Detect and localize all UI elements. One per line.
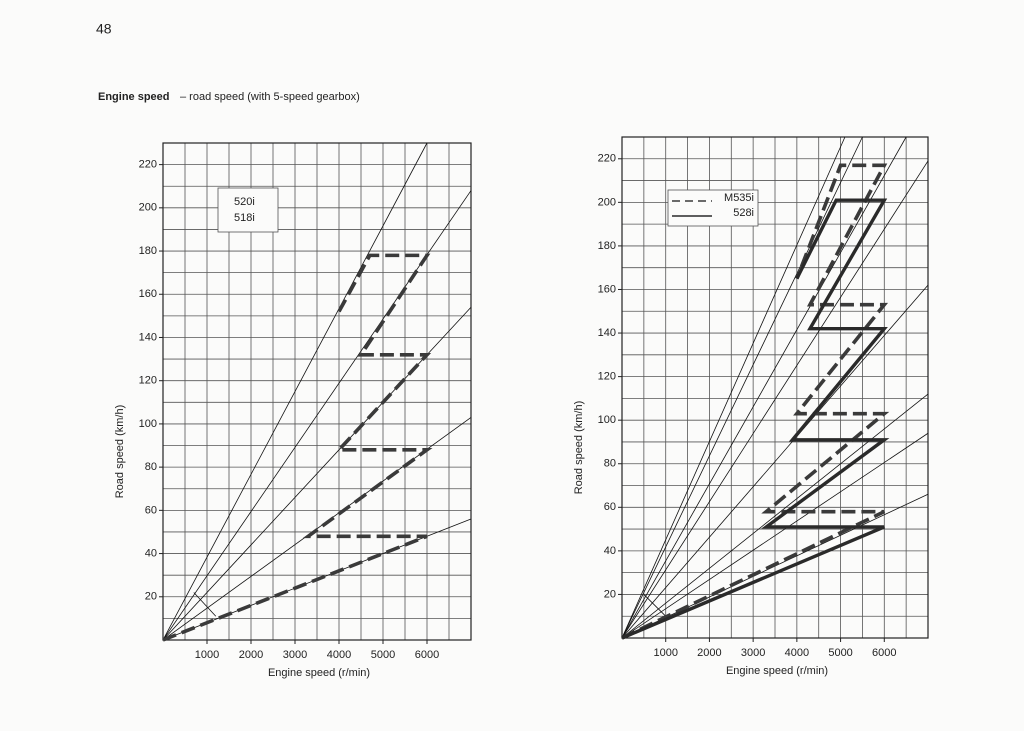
- y-tick-label: 200: [598, 196, 616, 208]
- page-number: 48: [96, 21, 112, 37]
- y-tick-label: 80: [604, 458, 616, 470]
- page-title: Engine speed: [98, 91, 170, 103]
- series-line: [621, 163, 890, 640]
- series-line: [162, 190, 472, 641]
- plot-frame: [621, 136, 929, 639]
- series-line: [621, 136, 863, 639]
- x-tick-label: 6000: [872, 647, 896, 659]
- y-tick-label: 80: [145, 461, 157, 473]
- x-tick-label: 1000: [653, 647, 677, 659]
- y-tick-label: 180: [598, 240, 616, 252]
- y-tick-label: 220: [139, 159, 157, 171]
- legend-label: 518i: [234, 212, 255, 224]
- x-tick-label: 5000: [371, 649, 395, 661]
- y-tick-label: 40: [145, 547, 157, 559]
- series-line: [621, 393, 929, 639]
- y-tick-label: 120: [139, 375, 157, 387]
- x-axis-label: Engine speed (r/min): [268, 667, 370, 679]
- y-tick-label: 180: [139, 245, 157, 257]
- y-tick-label: 120: [598, 371, 616, 383]
- series-line: [621, 160, 929, 639]
- legend-label: 520i: [234, 196, 255, 208]
- series-line: [621, 432, 929, 639]
- y-tick-label: 60: [145, 504, 157, 516]
- x-tick-label: 3000: [741, 647, 765, 659]
- series-line: [621, 284, 929, 639]
- y-tick-label: 220: [598, 153, 616, 165]
- y-tick-label: 140: [139, 331, 157, 343]
- series-line: [193, 592, 217, 617]
- y-tick-label: 20: [145, 591, 157, 603]
- y-tick-label: 160: [598, 283, 616, 295]
- x-tick-label: 4000: [785, 647, 809, 659]
- y-tick-label: 100: [139, 418, 157, 430]
- x-axis-label: Engine speed (r/min): [726, 665, 828, 677]
- y-tick-label: 140: [598, 327, 616, 339]
- page-subtitle: – road speed (with 5-speed gearbox): [180, 91, 360, 103]
- series-line: [162, 306, 472, 641]
- x-tick-label: 3000: [283, 649, 307, 661]
- y-tick-label: 20: [604, 588, 616, 600]
- plot-frame: [162, 142, 472, 641]
- x-tick-label: 4000: [327, 649, 351, 661]
- legend-box: [667, 189, 759, 227]
- series-line: [621, 198, 890, 640]
- y-axis-label: Road speed (km/h): [114, 405, 126, 499]
- series-line: [621, 136, 846, 639]
- y-tick-label: 200: [139, 202, 157, 214]
- legend-box: [217, 187, 279, 233]
- series-line: [621, 136, 907, 639]
- series-line: [643, 594, 666, 617]
- y-tick-label: 40: [604, 545, 616, 557]
- legend-label: 528i: [733, 207, 754, 219]
- y-tick-label: 100: [598, 414, 616, 426]
- series-line: [162, 142, 428, 641]
- x-tick-label: 5000: [828, 647, 852, 659]
- y-tick-label: 160: [139, 288, 157, 300]
- x-tick-label: 6000: [415, 649, 439, 661]
- y-tick-label: 60: [604, 501, 616, 513]
- legend-label: M535i: [724, 192, 754, 204]
- x-tick-label: 1000: [195, 649, 219, 661]
- x-tick-label: 2000: [239, 649, 263, 661]
- x-tick-label: 2000: [697, 647, 721, 659]
- series-line: [162, 253, 433, 642]
- y-axis-label: Road speed (km/h): [573, 401, 585, 495]
